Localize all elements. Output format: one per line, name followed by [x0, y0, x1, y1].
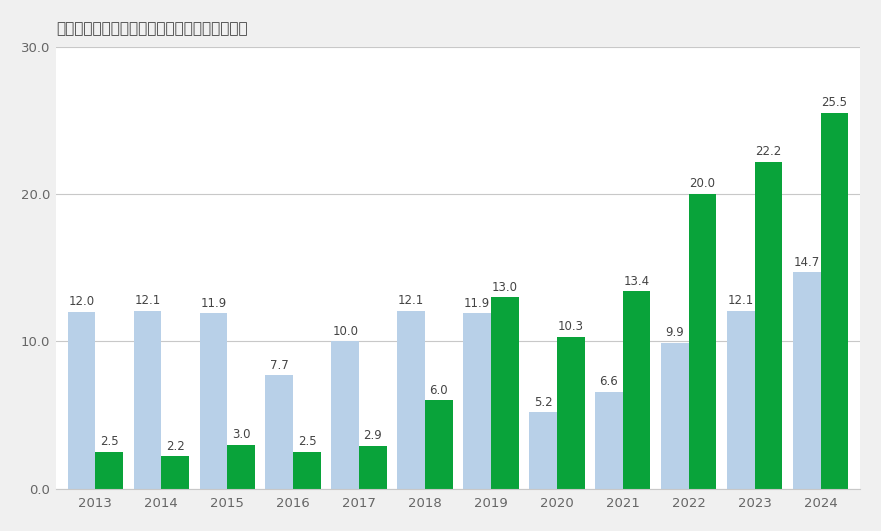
Bar	[557, 337, 585, 489]
Text: 5.2: 5.2	[534, 396, 552, 408]
Bar	[331, 341, 359, 489]
Bar	[397, 311, 425, 489]
Text: 白馬岩岳マウンテンリゾート来場者数（万人）: 白馬岩岳マウンテンリゾート来場者数（万人）	[56, 21, 248, 36]
Text: 11.9: 11.9	[200, 297, 226, 310]
Text: 13.4: 13.4	[624, 275, 649, 288]
Bar	[595, 391, 623, 489]
Text: 22.2: 22.2	[755, 145, 781, 158]
Bar	[727, 311, 755, 489]
Text: 2.5: 2.5	[298, 435, 316, 448]
Bar	[820, 113, 848, 489]
Text: 12.1: 12.1	[134, 294, 160, 307]
Bar	[161, 457, 189, 489]
Text: 14.7: 14.7	[794, 255, 820, 269]
Text: 7.7: 7.7	[270, 358, 289, 372]
Text: 11.9: 11.9	[464, 297, 490, 310]
Text: 12.0: 12.0	[69, 295, 94, 309]
Bar	[134, 311, 161, 489]
Bar	[199, 313, 227, 489]
Bar	[425, 400, 453, 489]
Bar	[293, 452, 321, 489]
Bar	[689, 194, 716, 489]
Text: 20.0: 20.0	[690, 177, 715, 191]
Bar	[227, 444, 255, 489]
Bar	[68, 312, 95, 489]
Bar	[623, 292, 650, 489]
Bar	[529, 412, 557, 489]
Bar	[359, 446, 387, 489]
Bar	[491, 297, 519, 489]
Text: 6.6: 6.6	[600, 375, 618, 388]
Bar	[265, 375, 293, 489]
Text: 2.5: 2.5	[100, 435, 118, 448]
Text: 25.5: 25.5	[821, 96, 848, 109]
Text: 12.1: 12.1	[398, 294, 425, 307]
Text: 9.9: 9.9	[665, 326, 685, 339]
Text: 10.0: 10.0	[332, 325, 359, 338]
Text: 12.1: 12.1	[728, 294, 754, 307]
Bar	[661, 343, 689, 489]
Text: 3.0: 3.0	[232, 428, 250, 441]
Text: 13.0: 13.0	[492, 280, 518, 294]
Text: 10.3: 10.3	[558, 320, 584, 333]
Text: 6.0: 6.0	[430, 384, 448, 397]
Bar	[95, 452, 123, 489]
Bar	[463, 313, 491, 489]
Bar	[793, 272, 820, 489]
Text: 2.2: 2.2	[166, 440, 184, 453]
Text: 2.9: 2.9	[364, 430, 382, 442]
Bar	[755, 161, 782, 489]
